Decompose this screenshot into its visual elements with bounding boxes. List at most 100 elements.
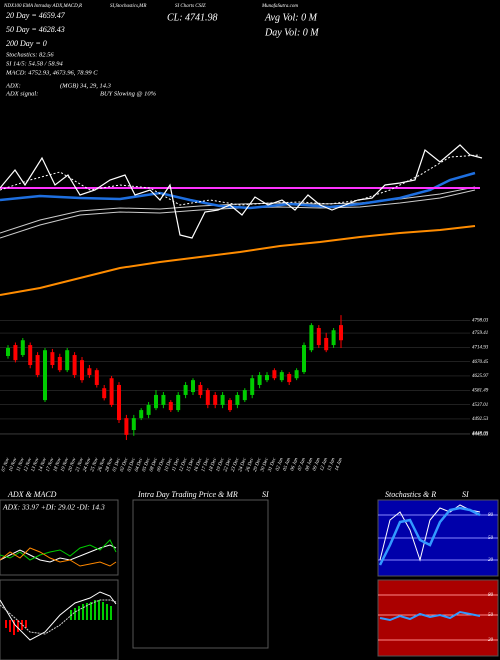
x-tick-label: 29 Dec (253, 457, 263, 473)
x-tick-label: 13 Nov (31, 457, 41, 473)
x-tick-label: 14 Jan (335, 457, 344, 472)
rsi-tick: 20 (488, 638, 494, 643)
x-tick-label: 11 Dec (172, 457, 182, 473)
candle-body (213, 394, 218, 405)
x-tick-label: 22 Dec (223, 457, 233, 473)
candle-body (331, 330, 336, 346)
candle-body (124, 418, 129, 435)
candle-body (139, 410, 144, 419)
ema-blue (0, 171, 476, 210)
panel-title: ADX & MACD (7, 490, 57, 499)
stoch-tick: 80 (488, 513, 494, 518)
candle-body (198, 384, 203, 395)
candle-body (57, 356, 62, 371)
adx: ADX: (5, 82, 21, 89)
candle-body (72, 355, 77, 375)
candle-body (109, 378, 114, 405)
y-tick-label: 4625.97 (472, 374, 489, 379)
x-tick-label: 25 Nov (90, 457, 100, 473)
candle-body (242, 390, 247, 401)
x-tick-label: 12 Jan (320, 457, 329, 472)
x-tick-label: 08 Dec (149, 457, 159, 473)
ma20: 20 Day = 4659.47 (6, 11, 66, 20)
rsi-panel (377, 579, 499, 657)
candle-body (324, 337, 329, 351)
candle-body (294, 370, 299, 379)
candle-body (6, 347, 10, 357)
di-plus (0, 539, 117, 561)
panel-title: Stochastics & R (385, 490, 436, 499)
candle-body (302, 345, 306, 373)
x-tick-label: 08 Jan (305, 457, 314, 472)
signal: BUY Slowing @ 10% (100, 90, 157, 97)
candle-body (235, 394, 240, 405)
candle-body (50, 352, 55, 366)
top-text: SI,Stochastics,MR (110, 4, 146, 9)
x-tick-label: 11 Nov (16, 457, 26, 473)
x-tick-label: 10 Nov (9, 457, 19, 473)
panel-title: SI (462, 490, 469, 499)
stoch-d (378, 506, 481, 566)
x-tick-label: 02 Dec (120, 457, 130, 473)
x-tick-label: 18 Nov (53, 457, 63, 473)
top-text: MunafaSutra.com (261, 4, 298, 9)
ema-orange (0, 225, 476, 296)
rsi-tick: 80 (488, 593, 494, 598)
macd: MACD: 4752.93, 4673.96, 78.99 C (5, 69, 98, 76)
adx-signal: ADX signal: (5, 90, 38, 97)
rsi: SI 14/5: 54.58 / 58.94 (6, 60, 63, 67)
x-tick-label: 12 Nov (24, 457, 34, 473)
intraday-panel (132, 499, 269, 649)
x-tick-label: 06 Jan (290, 457, 299, 472)
stoch-tick: 20 (488, 558, 494, 563)
x-tick-label: 16 Dec (194, 457, 204, 473)
candle-body (80, 360, 84, 381)
x-tick-label: 28 Nov (105, 457, 115, 473)
x-tick-label: 24 Dec (238, 457, 248, 473)
x-tick-label: 05 Jan (283, 457, 292, 472)
candle-body (94, 370, 99, 385)
panel-title: Intra Day Trading Price & MR (137, 490, 238, 499)
x-tick-label: 18 Dec (209, 457, 219, 473)
candle-body (287, 374, 292, 383)
candle-body (131, 418, 136, 431)
x-tick-label: 24 Nov (83, 457, 93, 473)
x-tick-label: 19 Nov (61, 457, 71, 473)
y-tick-label: 4759.41 (472, 331, 488, 336)
x-tick-label: 07 Nov (1, 457, 11, 473)
candle-body (102, 388, 107, 399)
y-tick-label: 4670.45 (472, 360, 489, 365)
ma50: 50 Day = 4628.43 (6, 25, 65, 34)
x-tick-label: 26 Nov (98, 457, 108, 473)
stoch: Stochastics: 82.56 (6, 51, 54, 58)
x-tick-label: 10 Dec (164, 457, 174, 473)
y-tick-label: 4537.01 (472, 403, 488, 408)
candle-body (13, 345, 18, 361)
candle-body (316, 328, 321, 346)
rsi-tick: 50 (488, 613, 494, 618)
x-tick-label: 12 Dec (179, 457, 189, 473)
candle-body (191, 380, 195, 393)
x-tick-label: 21 Nov (75, 457, 85, 473)
stoch-k (379, 504, 481, 562)
x-tick-label: 31 Dec (268, 457, 278, 473)
candle-body (279, 372, 284, 381)
candle-body (250, 378, 255, 395)
x-tick-label: 13 Jan (327, 457, 336, 472)
y-tick-label: 4445.03 (472, 432, 489, 437)
rsi-line (379, 610, 481, 622)
top-text: NDX100 EMA Intraday ADX,MACD,R (3, 4, 82, 9)
candle-body (43, 350, 47, 401)
x-tick-label: 07 Jan (298, 457, 307, 472)
candle-body (272, 370, 277, 379)
top-text: SI Charts CSIZ (175, 4, 206, 9)
adx-value: (MGB) 34, 29, 14.3 (60, 82, 112, 89)
macd-signal (0, 599, 117, 635)
candle-body (220, 394, 225, 405)
candle-body (28, 345, 33, 366)
x-tick-label: 09 Jan (312, 457, 321, 472)
y-tick-label: 4798.03 (472, 319, 489, 324)
macd-line (0, 591, 117, 641)
candle-body (265, 375, 269, 381)
